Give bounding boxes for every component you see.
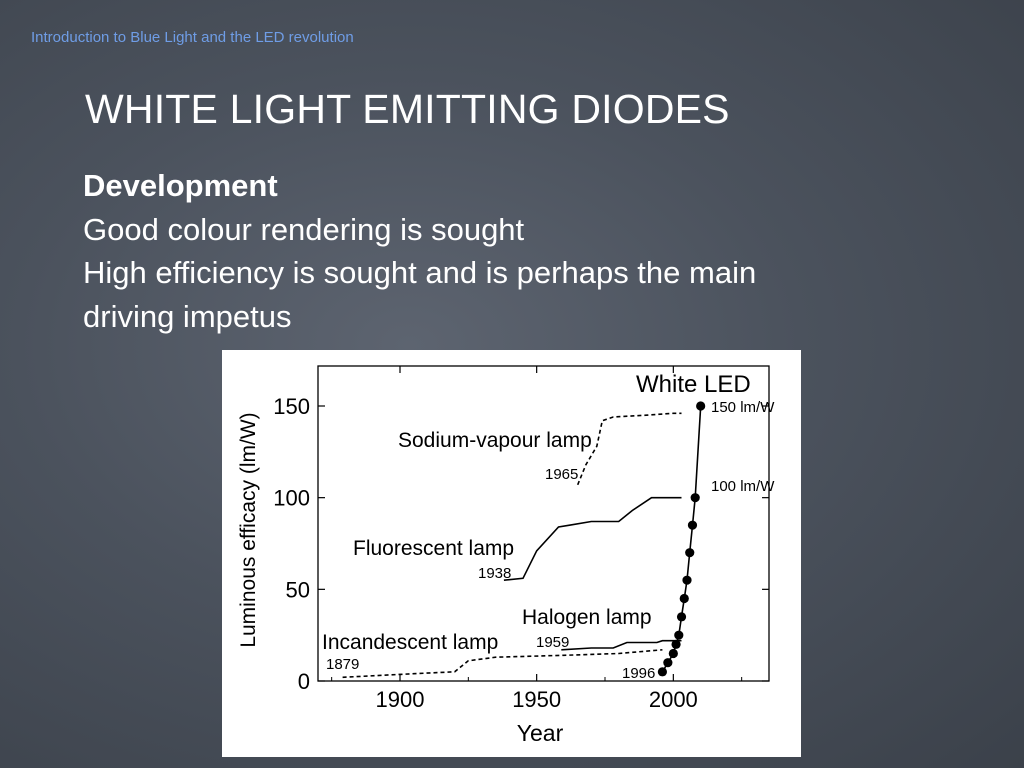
y-axis-label: Luminous efficacy (lm/W) <box>237 412 260 647</box>
white-led-point <box>685 548 695 558</box>
incandescent-lamp-line <box>342 649 663 679</box>
halogen-lamp-line <box>561 639 682 651</box>
y-tick-label: 50 <box>286 577 310 602</box>
white-led-start-label: 1996 <box>622 665 655 682</box>
white-led-point <box>671 639 681 649</box>
incandescent-lamp-start-label: 1879 <box>326 656 359 673</box>
sodium-vapour-lamp-line <box>576 412 682 486</box>
y-tick-label: 150 <box>273 394 310 419</box>
efficacy-annotation: 100 lm/W <box>711 478 775 495</box>
y-tick-label: 0 <box>298 669 310 694</box>
x-axis-label: Year <box>517 720 564 746</box>
slide-body: Development Good colour rendering is sou… <box>83 164 943 338</box>
efficacy-annotation: 150 lm/W <box>711 399 775 416</box>
plot-frame <box>317 365 770 682</box>
white-led-point <box>696 401 706 411</box>
body-line-3: driving impetus <box>83 298 292 334</box>
efficacy-chart: 1900 1950 2000 0 50 100 150 Sodium-vapour lamp… <box>237 365 775 746</box>
white-led-point <box>690 493 700 503</box>
body-line-2: High efficiency is sought and is perhaps… <box>83 255 757 290</box>
presentation-header: Introduction to Blue Light and the LED r… <box>31 29 354 46</box>
efficacy-chart-figure: 1900 1950 2000 0 50 100 150 Sodium-vapour lamp… <box>222 350 801 757</box>
white-led-label: White LED <box>636 371 751 398</box>
white-led-point <box>682 575 692 585</box>
sodium-vapour-lamp-start-label: 1965 <box>545 466 578 483</box>
fluorescent-lamp-start-label: 1938 <box>478 565 511 582</box>
slide-title: WHITE LIGHT EMITTING DIODES <box>85 86 730 132</box>
white-led-point <box>674 630 684 640</box>
white-led-point <box>679 593 689 604</box>
x-tick-label: 1900 <box>376 687 425 712</box>
halogen-lamp-start-label: 1959 <box>536 634 569 651</box>
body-heading: Development <box>83 168 278 203</box>
y-tick-label: 100 <box>273 486 310 511</box>
white-led-point <box>663 658 673 668</box>
fluorescent-lamp-label: Fluorescent lamp <box>353 537 514 560</box>
sodium-vapour-lamp-label: Sodium-vapour lamp <box>398 429 592 452</box>
halogen-lamp-label: Halogen lamp <box>522 606 652 629</box>
x-tick-label: 1950 <box>512 687 561 712</box>
body-line-1: Good colour rendering is sought <box>83 211 525 247</box>
white-led-point <box>687 520 698 530</box>
white-led-point <box>676 612 687 622</box>
x-tick-label: 2000 <box>649 687 698 712</box>
white-led-point <box>657 667 667 677</box>
fluorescent-lamp-line <box>503 496 682 581</box>
incandescent-lamp-label: Incandescent lamp <box>322 631 498 654</box>
white-led-point <box>668 648 678 659</box>
